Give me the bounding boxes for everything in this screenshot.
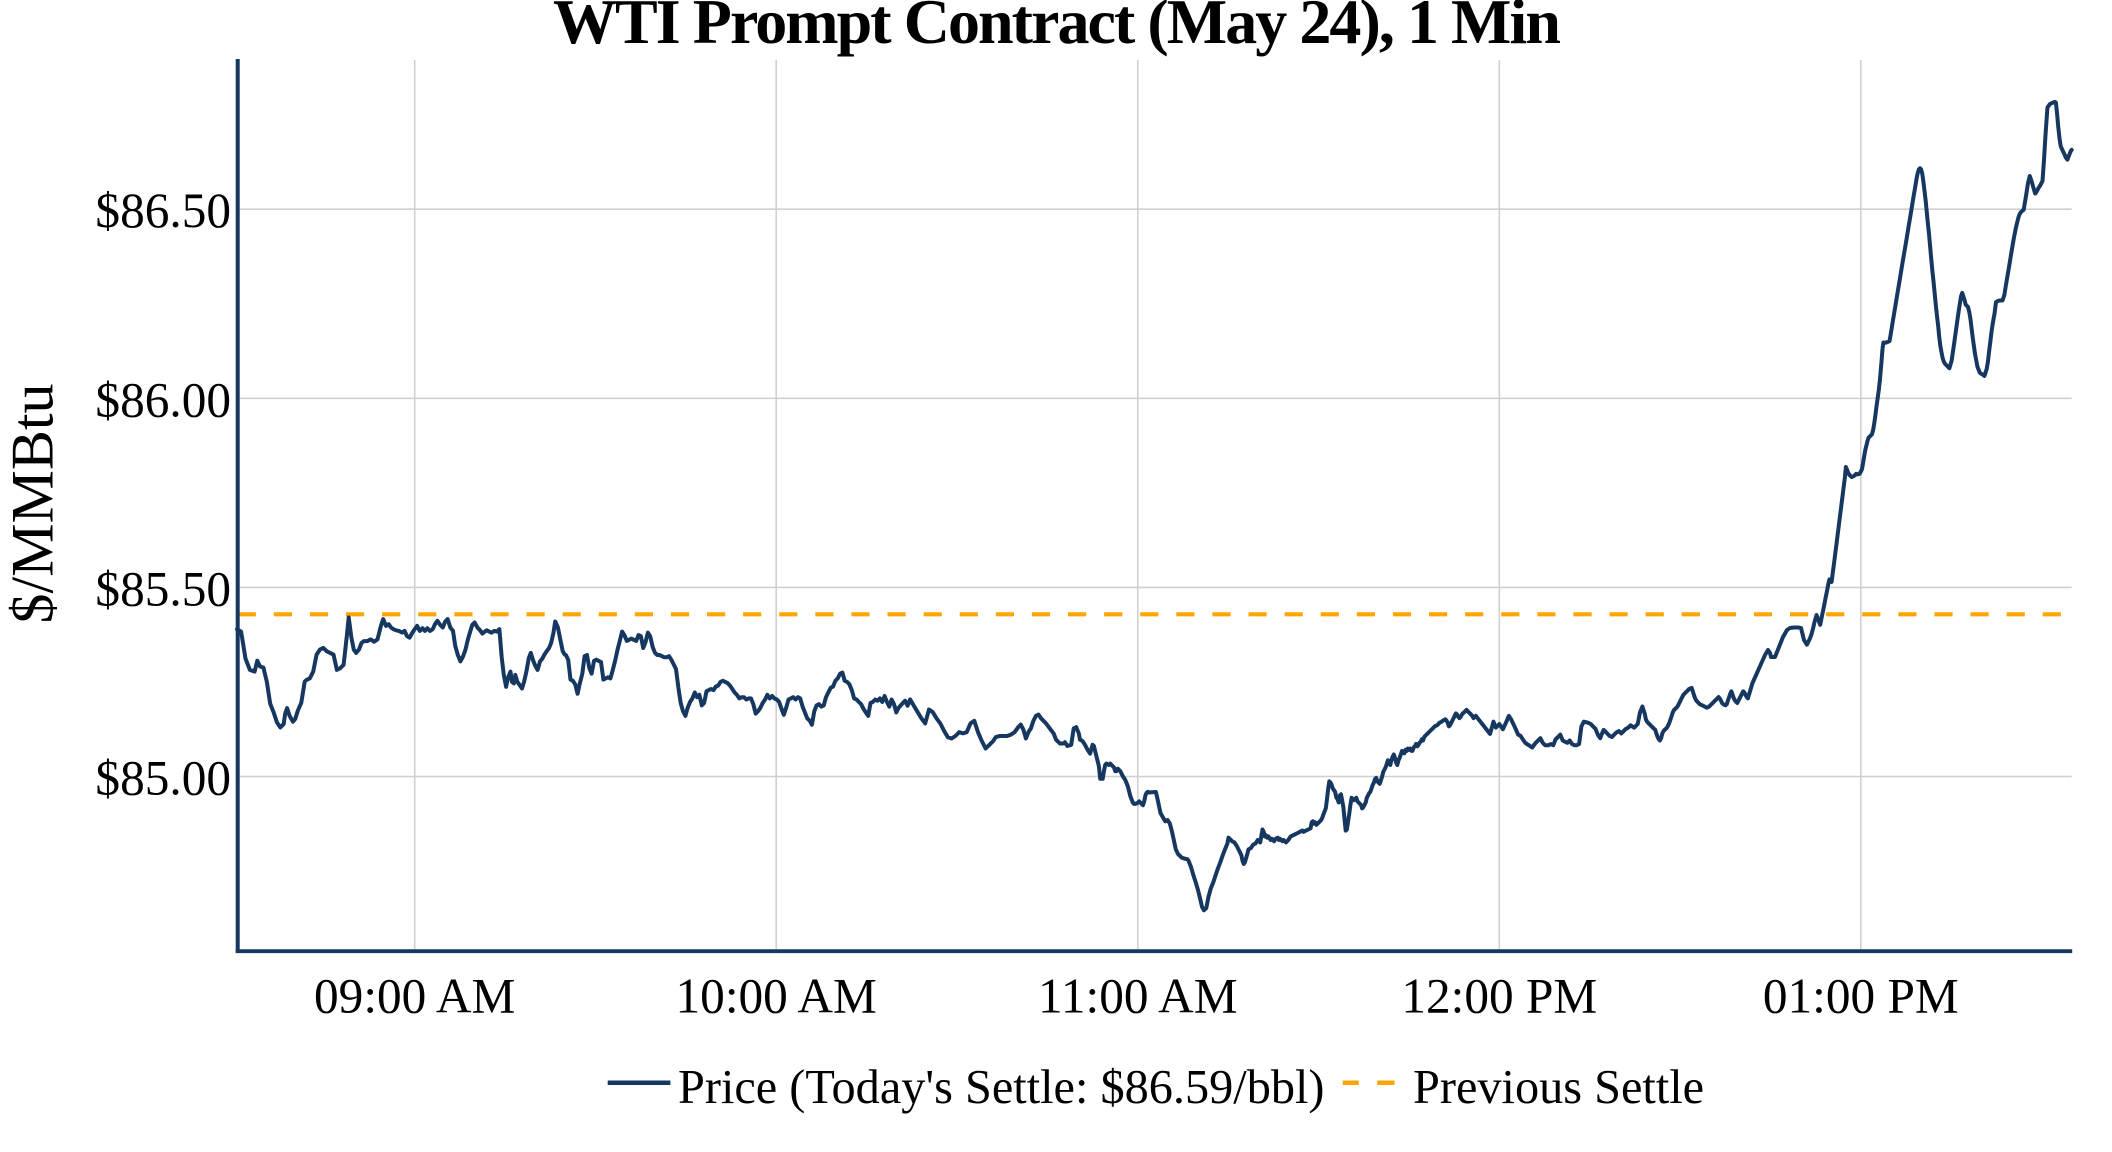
svg-text:$86.00: $86.00 xyxy=(95,372,231,427)
svg-text:11:00 AM: 11:00 AM xyxy=(1038,969,1238,1024)
svg-text:10:00 AM: 10:00 AM xyxy=(676,969,877,1024)
svg-text:$86.50: $86.50 xyxy=(95,183,231,238)
svg-text:09:00 AM: 09:00 AM xyxy=(314,969,515,1024)
svg-text:$85.00: $85.00 xyxy=(95,751,231,806)
svg-text:12:00 PM: 12:00 PM xyxy=(1401,969,1597,1024)
svg-text:$/MMBtu: $/MMBtu xyxy=(0,383,66,623)
svg-text:$85.50: $85.50 xyxy=(95,561,231,616)
svg-text:WTI Prompt Contract (May 24),: WTI Prompt Contract (May 24), 1 Min xyxy=(553,0,1560,57)
svg-text:Previous Settle: Previous Settle xyxy=(1413,1061,1704,1114)
svg-text:Price (Today's Settle: $86.59/: Price (Today's Settle: $86.59/bbl) xyxy=(678,1061,1325,1114)
svg-text:01:00 PM: 01:00 PM xyxy=(1763,969,1959,1024)
